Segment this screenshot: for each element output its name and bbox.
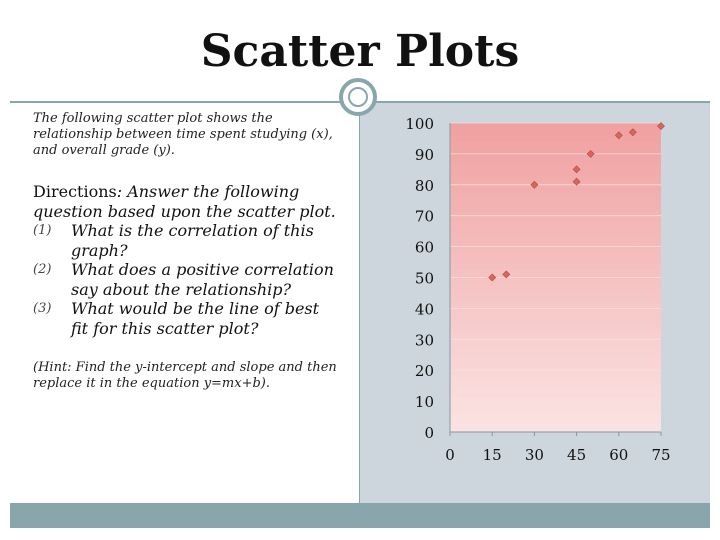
y-tick-label: 80 xyxy=(415,177,434,195)
y-tick-label: 10 xyxy=(415,393,434,411)
y-tick-label: 90 xyxy=(415,146,434,164)
question-number: (3) xyxy=(33,301,52,316)
directions-block: Directions: Answer the following questio… xyxy=(33,182,338,338)
data-point xyxy=(657,122,665,131)
x-tick-label: 45 xyxy=(567,446,586,464)
hint-text: (Hint: Find the y-intercept and slope an… xyxy=(33,360,337,391)
question-text: What does a positive correlation say abo… xyxy=(71,260,334,299)
data-point xyxy=(614,131,623,140)
y-tick-label: 100 xyxy=(405,115,434,133)
data-point xyxy=(488,273,497,282)
question-text: What would be the line of best fit for t… xyxy=(71,299,320,338)
x-tick-label: 15 xyxy=(483,446,502,464)
question-number: (2) xyxy=(33,262,52,277)
footer-bar xyxy=(10,503,710,528)
y-tick-label: 30 xyxy=(415,331,434,349)
y-tick-label: 70 xyxy=(415,208,434,226)
directions-line: Directions: Answer the following questio… xyxy=(33,182,338,221)
y-tick-label: 40 xyxy=(415,300,434,318)
question-item: (3) What would be the line of best fit fo… xyxy=(33,299,338,338)
question-item: (2) What does a positive correlation say … xyxy=(33,260,338,299)
x-tick-label: 60 xyxy=(609,446,628,464)
directions-text: : Answer the following question based up… xyxy=(33,182,336,221)
data-point xyxy=(628,128,637,137)
x-tick-label: 0 xyxy=(445,446,455,464)
slide-title: Scatter Plots xyxy=(200,26,520,77)
intro-text: The following scatter plot shows the rel… xyxy=(33,111,333,158)
x-tick-label: 75 xyxy=(651,446,670,464)
y-tick-label: 60 xyxy=(415,239,434,257)
y-tick-label: 20 xyxy=(415,362,434,380)
data-point xyxy=(572,177,581,186)
directions-heading: Directions xyxy=(33,182,117,201)
question-number: (1) xyxy=(33,223,52,238)
question-text: What is the correlation of this graph? xyxy=(71,221,314,260)
data-point xyxy=(586,149,595,158)
data-point xyxy=(572,165,581,174)
left-panel xyxy=(10,103,359,503)
question-item: (1) What is the correlation of this graph… xyxy=(33,221,338,260)
y-tick-label: 0 xyxy=(424,424,434,442)
panel-divider xyxy=(359,103,360,503)
x-tick-label: 30 xyxy=(525,446,544,464)
y-tick-label: 50 xyxy=(415,270,434,288)
circle-ornament-icon xyxy=(339,78,377,116)
data-point xyxy=(502,270,511,279)
data-point xyxy=(530,180,539,189)
